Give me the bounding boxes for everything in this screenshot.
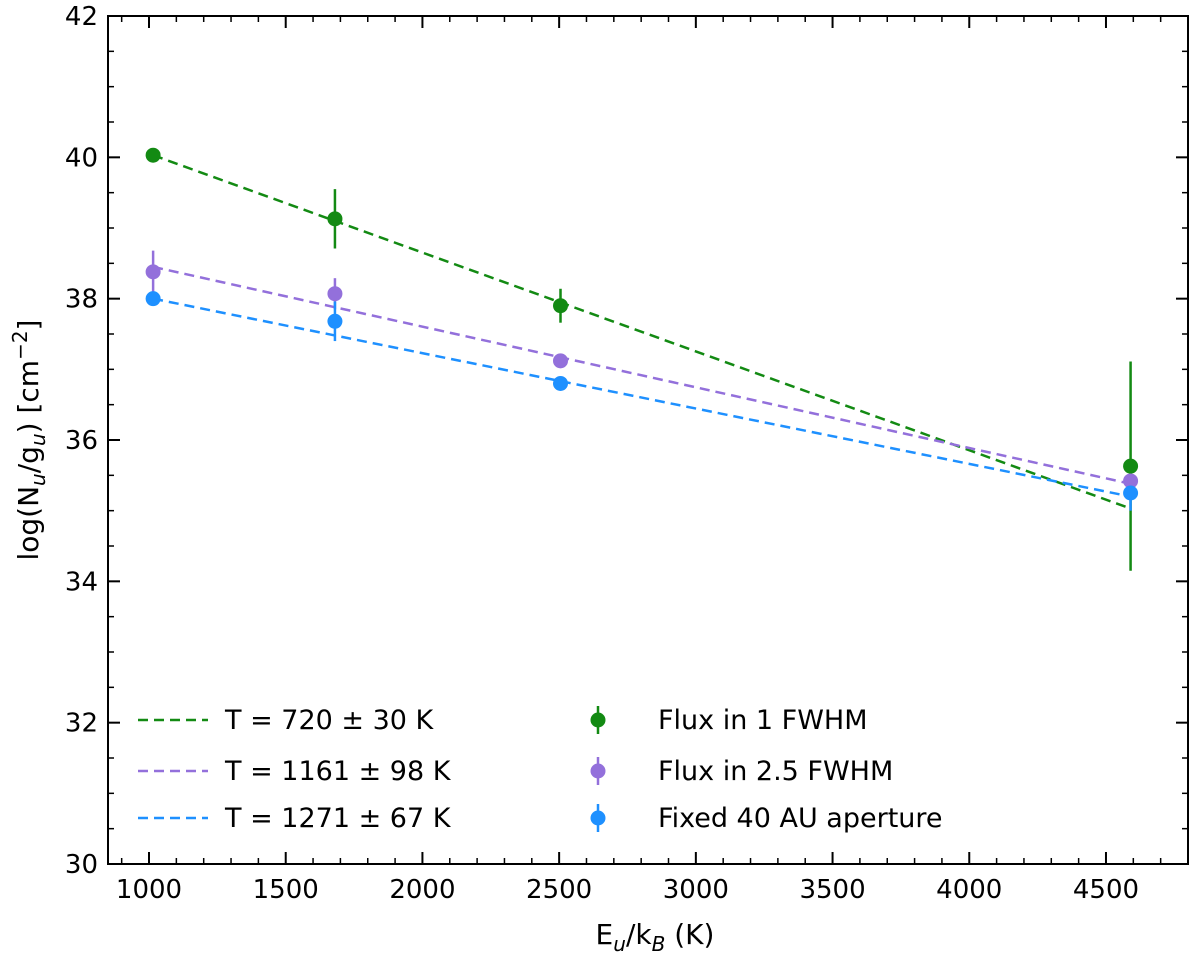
data-point (553, 298, 569, 314)
data-point (145, 291, 161, 307)
data-point (327, 286, 343, 302)
y-tick-label: 40 (65, 143, 98, 173)
data-point (553, 353, 569, 369)
data-point (1123, 458, 1139, 474)
legend-fit-label: T = 1271 ± 67 K (224, 803, 452, 834)
error-bars (151, 189, 1132, 571)
data-point (145, 147, 161, 163)
data-point (145, 264, 161, 280)
y-tick-label: 42 (65, 2, 98, 32)
y-axis-label: log(Nu/gu) [cm−2] (8, 320, 50, 561)
x-tick-label: 1000 (116, 875, 182, 905)
x-tick-label: 4000 (936, 875, 1002, 905)
data-point (553, 375, 569, 391)
x-tick-label: 2500 (526, 875, 592, 905)
legend-point-swatch (590, 712, 606, 728)
x-axis-label: Eu/kB (K) (596, 918, 715, 953)
fit-lines (152, 154, 1132, 510)
legend-point-swatch (590, 810, 606, 826)
data-point (1123, 473, 1139, 489)
x-tick-label: 4500 (1073, 875, 1139, 905)
data-point (327, 211, 343, 227)
legend-fit-label: T = 720 ± 30 K (224, 705, 435, 736)
plot-frame (107, 15, 1189, 865)
fit-line (152, 265, 1131, 486)
x-tick-label: 3500 (799, 875, 865, 905)
y-tick-label: 38 (65, 285, 98, 315)
x-tick-label: 3000 (663, 875, 729, 905)
x-tick-label: 2000 (389, 875, 455, 905)
y-tick-label: 32 (65, 709, 98, 739)
y-tick-label: 30 (65, 850, 98, 880)
legend-series-label: Flux in 1 FWHM (658, 705, 868, 736)
legend-fit-label: T = 1161 ± 98 K (224, 756, 452, 787)
fit-line (152, 297, 1131, 498)
data-point (327, 313, 343, 329)
legend: T = 720 ± 30 K T = 1161 ± 98 K T = 1271 ± … (138, 705, 943, 834)
fit-line (152, 154, 1132, 510)
y-tick-label: 36 (65, 426, 98, 456)
data-points (145, 147, 1139, 501)
legend-point-swatch (590, 763, 606, 779)
legend-series-label: Flux in 2.5 FWHM (658, 756, 893, 787)
x-tick-label: 1500 (253, 875, 319, 905)
legend-series-label: Fixed 40 AU aperture (658, 803, 943, 834)
y-tick-label: 34 (65, 567, 98, 597)
data-point (1123, 485, 1139, 501)
